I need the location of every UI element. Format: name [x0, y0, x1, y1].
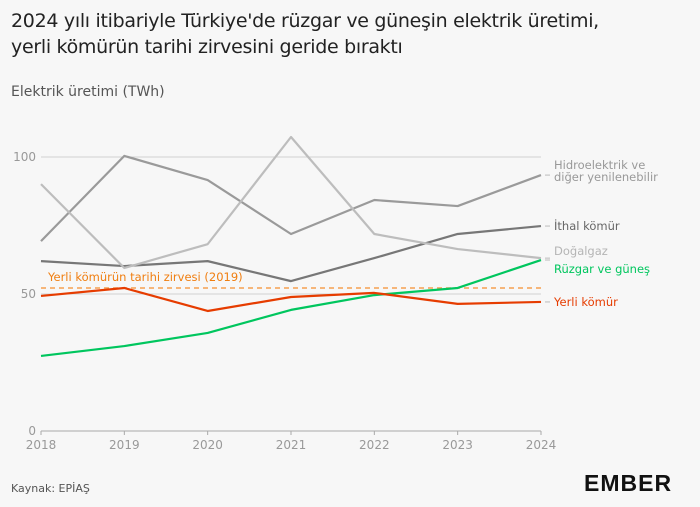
- x-tick-label: 2019: [109, 438, 140, 452]
- x-tick-label: 2021: [276, 438, 307, 452]
- chart-title: 2024 yılı itibariyle Türkiye'de rüzgar v…: [11, 8, 599, 60]
- source-note: Kaynak: EPİAŞ: [11, 482, 90, 495]
- series-label: İthal kömür: [554, 218, 620, 233]
- series-label: Rüzgar ve güneş: [554, 262, 650, 276]
- title-line-1: 2024 yılı itibariyle Türkiye'de rüzgar v…: [11, 10, 599, 32]
- y-tick-label: 0: [28, 424, 36, 438]
- x-tick-label: 2024: [526, 438, 557, 452]
- ember-logo: EMBER: [584, 470, 673, 496]
- x-tick-label: 2022: [359, 438, 390, 452]
- y-tick-label: 50: [21, 287, 36, 301]
- series-line-0: [40, 154, 542, 242]
- y-axis-label: Elektrik üretimi (TWh): [11, 84, 165, 100]
- series-label: Hidroelektrik ve: [554, 158, 645, 172]
- historic-peak-label: Yerli kömürün tarihi zirvesi (2019): [47, 270, 243, 284]
- title-line-2: yerli kömürün tarihi zirvesini geride bı…: [11, 36, 403, 58]
- series-label: Yerli kömür: [553, 295, 618, 309]
- x-tick-label: 2023: [442, 438, 473, 452]
- y-tick-label: 100: [13, 150, 36, 164]
- series-line-4: [40, 286, 542, 313]
- series-label: diğer yenilenebilir: [554, 170, 658, 184]
- x-tick-label: 2020: [192, 438, 223, 452]
- series-label: Doğalgaz: [554, 244, 608, 258]
- x-tick-label: 2018: [26, 438, 57, 452]
